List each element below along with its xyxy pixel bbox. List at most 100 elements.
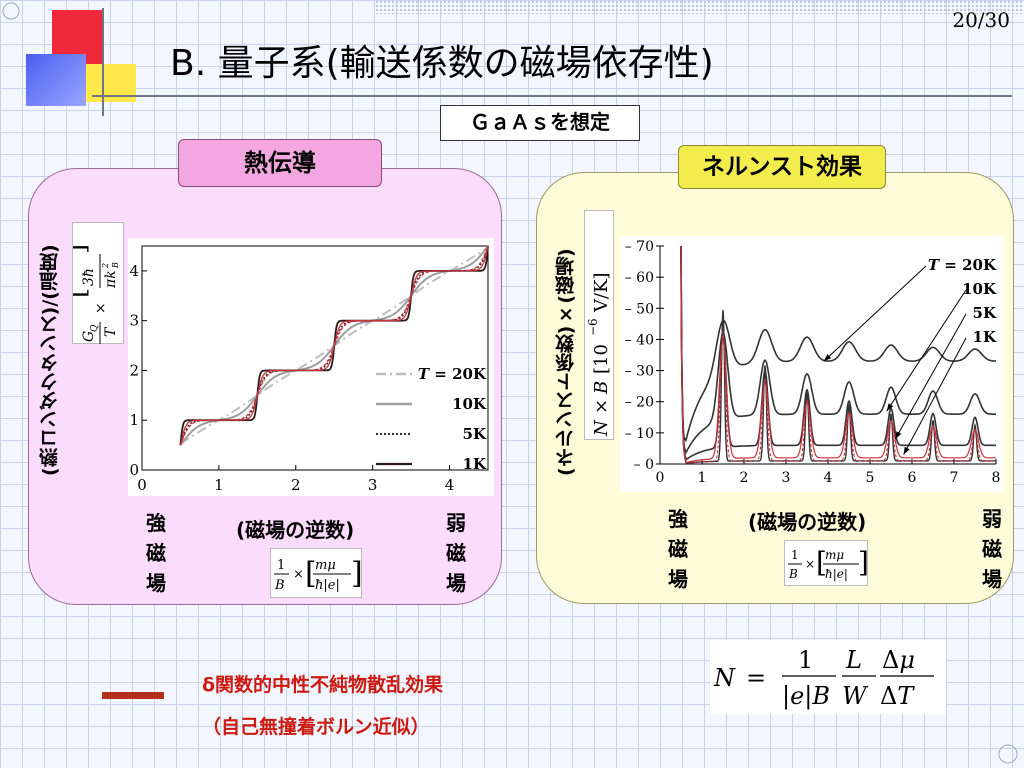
right-ytick-label: – 60 bbox=[625, 270, 654, 286]
svg-text:×: × bbox=[293, 567, 304, 582]
left-weak-field-char-2: 磁 bbox=[446, 541, 466, 565]
nernst-formula-svg: N = 1 |e|B L W Δμ ΔT bbox=[713, 646, 934, 711]
right-xlabel-formula: 1 B × [ mμ ħ|e| ] bbox=[784, 540, 869, 586]
right-series-3-line bbox=[680, 245, 996, 461]
svg-text:×: × bbox=[93, 302, 109, 314]
left-xlabel-jp: (磁場の逆数) bbox=[236, 518, 355, 542]
right-ylabel-jp: (ネルンスト係数)×(磁場) bbox=[555, 248, 577, 476]
svg-text:]: ] bbox=[73, 244, 92, 254]
impurity-note-line1: δ関数的中性不純物散乱効果 bbox=[202, 674, 444, 696]
svg-text:ħ|e|: ħ|e| bbox=[315, 578, 340, 593]
right-weak-field-stack: 弱磁場 bbox=[982, 504, 1008, 594]
thermal-conductance-chart: 0 1 2 3 4 0 1 2 3 4 T = 20K 10K 5K 1K bbox=[128, 238, 494, 496]
header-horizontal-rule bbox=[92, 95, 1012, 97]
right-ytick-label: – 70 bbox=[625, 239, 654, 255]
svg-text:[: [ bbox=[305, 556, 317, 591]
svg-text:G: G bbox=[81, 331, 97, 342]
thermal-conduction-tag: 熱伝導 bbox=[178, 139, 382, 187]
right-ytick-label: – 20 bbox=[625, 395, 654, 411]
right-legend-arrowhead bbox=[895, 431, 902, 440]
slide-number: 20/30 bbox=[952, 8, 1010, 32]
svg-text:B: B bbox=[111, 262, 120, 269]
left-ytick-label: 1 bbox=[129, 411, 139, 429]
right-impurity-curve-b bbox=[680, 245, 996, 464]
right-xtick-label: 4 bbox=[824, 470, 833, 486]
right-strong-field-char-1: 強 bbox=[668, 507, 688, 531]
left-legend-label: 5K bbox=[463, 425, 487, 443]
right-xtick-label: 8 bbox=[992, 470, 1001, 486]
assumption-box: ＧａＡｓを想定 bbox=[440, 105, 640, 141]
left-plot-frame bbox=[141, 245, 489, 471]
left-xtick-label: 3 bbox=[368, 476, 378, 494]
left-impurity-curve-b bbox=[179, 245, 489, 446]
svg-text:1: 1 bbox=[277, 558, 285, 573]
header-deco-blue-block bbox=[26, 54, 86, 106]
right-legend-arrow bbox=[823, 265, 927, 362]
left-xlabel-formula: 1 B × [ mμ ħ|e| ] bbox=[270, 548, 363, 598]
svg-text:L: L bbox=[845, 646, 862, 674]
svg-text:B: B bbox=[788, 567, 798, 581]
svg-text:×: × bbox=[805, 557, 815, 571]
svg-text:B: B bbox=[274, 578, 285, 593]
left-xtick-label: 1 bbox=[214, 476, 224, 494]
svg-text:|e|B: |e|B bbox=[782, 682, 830, 711]
left-weak-field-stack: 弱磁場 bbox=[446, 508, 472, 598]
right-xtick-label: 3 bbox=[782, 470, 791, 486]
right-xtick-label: 0 bbox=[656, 470, 665, 486]
nernst-formula: N = 1 |e|B L W Δμ ΔT bbox=[710, 640, 946, 714]
left-xtick-label: 2 bbox=[291, 476, 301, 494]
right-weak-field-char-3: 場 bbox=[982, 567, 1002, 591]
right-legend-arrow bbox=[886, 289, 967, 412]
left-weak-field-char-1: 弱 bbox=[446, 511, 466, 535]
right-series-2-line bbox=[680, 245, 996, 455]
right-legend-arrow bbox=[894, 313, 967, 440]
svg-text:]: ] bbox=[858, 546, 869, 579]
right-strong-field-stack: 強磁場 bbox=[668, 504, 694, 594]
nernst-tag: ネルンスト効果 bbox=[678, 145, 886, 189]
right-weak-field-char-1: 弱 bbox=[982, 507, 1002, 531]
right-ytick-label: – 40 bbox=[625, 332, 654, 348]
svg-text:N: N bbox=[713, 664, 736, 692]
svg-text:×: × bbox=[591, 399, 612, 414]
svg-text:Q: Q bbox=[90, 324, 100, 332]
right-xtick-label: 6 bbox=[908, 470, 917, 486]
svg-text:=: = bbox=[746, 664, 766, 692]
right-ytick-label: – 0 bbox=[634, 457, 654, 473]
svg-text:W: W bbox=[842, 682, 869, 710]
left-strong-field-char-2: 磁 bbox=[146, 541, 166, 565]
left-legend-label: 1K bbox=[463, 455, 487, 473]
left-strong-field-stack: 強磁場 bbox=[146, 508, 172, 598]
left-xtick-label: 0 bbox=[137, 476, 147, 494]
right-ylabel-formula: N × B [10 −6 V/K] bbox=[584, 210, 614, 440]
right-xtick-label: 1 bbox=[698, 470, 707, 486]
svg-text:[: [ bbox=[73, 288, 92, 298]
thermal-conductance-svg: 0 1 2 3 4 0 1 2 3 4 T = 20K 10K 5K 1K bbox=[129, 245, 489, 494]
right-impurity-curve-a bbox=[680, 245, 996, 464]
svg-text:πk: πk bbox=[103, 270, 119, 289]
left-xlabel-formula-svg: 1 B × [ mμ ħ|e| ] bbox=[274, 556, 363, 593]
svg-text:]: ] bbox=[351, 556, 363, 591]
svg-text:B: B bbox=[591, 381, 612, 395]
impurity-note-line2: （自己無撞着ボルン近似） bbox=[202, 716, 430, 738]
svg-text:[10: [10 bbox=[591, 344, 612, 374]
right-ytick-label: – 30 bbox=[625, 364, 654, 380]
corner-circle-top-left bbox=[2, 2, 20, 20]
svg-text:Δμ: Δμ bbox=[882, 646, 915, 674]
left-weak-field-char-3: 場 bbox=[446, 571, 466, 595]
svg-text:2: 2 bbox=[101, 263, 110, 269]
svg-text:ΔT: ΔT bbox=[880, 682, 915, 710]
left-ytick-label: 3 bbox=[129, 312, 139, 330]
svg-text:3ħ: 3ħ bbox=[81, 268, 97, 286]
corner-circle-bottom-right bbox=[998, 744, 1018, 764]
left-xtick-label: 4 bbox=[445, 476, 455, 494]
left-ytick-label: 2 bbox=[129, 361, 139, 379]
svg-text:mμ: mμ bbox=[825, 548, 844, 562]
right-xlabel-formula-svg: 1 B × [ mμ ħ|e| ] bbox=[788, 546, 869, 581]
red-legend-dash bbox=[102, 692, 164, 699]
svg-text:ħ|e|: ħ|e| bbox=[825, 567, 848, 581]
right-legend-arrowhead bbox=[886, 403, 894, 412]
svg-text:1: 1 bbox=[791, 548, 799, 562]
right-xtick-label: 5 bbox=[866, 470, 875, 486]
